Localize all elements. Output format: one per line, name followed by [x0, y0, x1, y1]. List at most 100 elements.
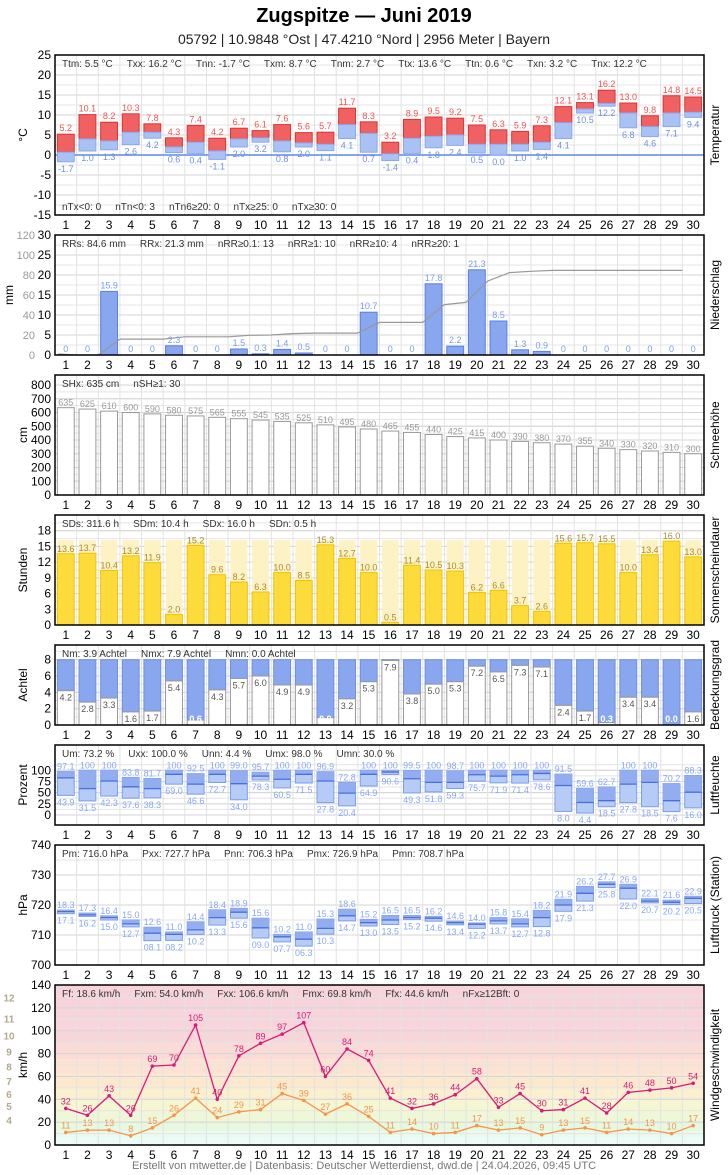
tmin-label: 9.4: [687, 119, 700, 129]
y-tick-label: 0: [44, 488, 51, 502]
cloud-cover-bar: [78, 659, 97, 703]
day-label: 17: [405, 218, 419, 232]
sunshine-label: 10.0: [273, 563, 291, 573]
y-axis-label: °C: [16, 128, 30, 142]
wind-mean-point: [453, 1130, 458, 1135]
pressure-min-label: 13.3: [208, 927, 226, 937]
pressure-max-label: 22.9: [684, 886, 702, 896]
wind-gusts-point: [150, 1064, 155, 1068]
sunshine-bar: [121, 555, 140, 626]
stat-stats_top: Pxx: 727.7 hPa: [142, 849, 210, 860]
tmax-label: 12.1: [555, 96, 573, 106]
pressure-upper-bar: [511, 918, 529, 924]
pressure-upper-bar: [57, 910, 75, 912]
day-label: 21: [492, 628, 506, 642]
tmax-bar: [597, 89, 616, 104]
day-label: 23: [535, 828, 549, 842]
cloud-label: 4.9: [298, 687, 311, 697]
cloud-cover-bar: [165, 659, 183, 682]
day-label: 5: [149, 828, 156, 842]
cloud-cover-bar: [143, 659, 162, 712]
day-label: 28: [643, 728, 657, 742]
wind-gusts-label: 105: [188, 1013, 203, 1023]
day-label: 9: [236, 218, 243, 232]
y2-tick-label: 20: [23, 330, 35, 342]
tmax-bar: [251, 130, 270, 139]
pressure-upper-bar: [598, 881, 616, 885]
stat-stats_top: Pnn: 706.3 hPa: [224, 849, 293, 860]
wind-gusts-point: [496, 1105, 501, 1110]
panel-wind: [54, 984, 705, 1146]
day-label: 16: [384, 498, 398, 512]
pressure-min-label: 16.2: [79, 918, 97, 928]
panel-temperature: [54, 54, 705, 216]
day-label: 8: [214, 498, 221, 512]
wind-gusts-label: 70: [169, 1053, 179, 1063]
sunshine-bar: [576, 542, 594, 626]
wind-gusts-point: [583, 1096, 587, 1100]
sunshine-label: 15.6: [555, 533, 573, 543]
wind-mean-point: [258, 1107, 263, 1112]
humidity-upper-bar: [295, 770, 313, 775]
humidity-min-label: 16.0: [684, 810, 702, 820]
stat-stats_bottom: nTx<0: 0: [62, 202, 102, 213]
snow-label: 310: [664, 442, 679, 452]
wind-mean-point: [518, 1126, 522, 1130]
tmin-bar: [251, 137, 270, 143]
day-label: 15: [362, 628, 376, 642]
pressure-upper-bar: [490, 917, 507, 921]
wind-gusts-label: 41: [580, 1086, 590, 1096]
snow-bar: [597, 447, 616, 496]
wind-gusts-point: [215, 1097, 220, 1102]
wind-mean-point: [388, 1130, 393, 1135]
wind-mean-label: 14: [623, 1117, 633, 1127]
pressure-upper-bar: [165, 932, 183, 935]
precip-label: 0: [647, 344, 652, 354]
day-label: 1: [62, 218, 69, 232]
wind-mean-label: 11: [451, 1120, 460, 1130]
stat-stats_top: Ttx: 13.6 °C: [398, 59, 451, 70]
snow-label: 300: [686, 444, 701, 454]
day-label: 1: [62, 498, 69, 512]
snow-bar: [446, 436, 465, 496]
day-label: 15: [362, 218, 376, 232]
cloud-cover-bar: [640, 659, 659, 698]
precip-label: 0: [626, 344, 631, 354]
precip-label: 0: [583, 344, 588, 354]
tmax-bar: [100, 121, 119, 142]
day-label: 6: [171, 828, 178, 842]
tmax-label: 8.3: [362, 111, 375, 121]
y-tick-label: 75: [38, 774, 52, 788]
humidity-min-label: 90.6: [382, 776, 400, 786]
y-tick-label: 700: [31, 392, 51, 406]
y-tick-label: 18: [38, 524, 52, 538]
day-label: 2: [84, 968, 91, 982]
snow-bar: [143, 413, 162, 496]
stat-stats_top: Ttm: 5.5 °C: [62, 59, 113, 70]
wind-mean-point: [366, 1114, 371, 1119]
day-label: 20: [470, 628, 484, 642]
y-tick-label: 8: [44, 653, 51, 667]
y-tick-label: 200: [31, 461, 51, 475]
pressure-upper-bar: [663, 900, 680, 903]
day-label: 20: [470, 498, 484, 512]
wind-mean-label: 8: [128, 1124, 133, 1134]
cloud-label: 3.3: [103, 700, 116, 710]
sunshine-label: 10.0: [620, 563, 638, 573]
pressure-max-label: 15.0: [122, 910, 140, 920]
panel-frame: [54, 54, 705, 216]
humidity-upper-bar: [446, 770, 464, 783]
sunshine-label: 10.5: [425, 560, 443, 570]
humidity-min-label: 38.3: [144, 800, 162, 810]
sunshine-label: 12.7: [338, 548, 356, 558]
stat-stats_top: Pmx: 726.9 hPa: [307, 849, 379, 860]
day-label: 23: [535, 358, 549, 372]
day-label: 11: [276, 828, 289, 842]
snow-bar: [532, 442, 551, 496]
precip-bar: [229, 348, 248, 356]
day-label: 9: [236, 498, 243, 512]
day-label: 21: [492, 968, 506, 982]
pressure-min-label: 13.5: [382, 927, 400, 937]
day-label: 20: [470, 218, 484, 232]
pressure-max-label: 14.4: [187, 912, 205, 922]
